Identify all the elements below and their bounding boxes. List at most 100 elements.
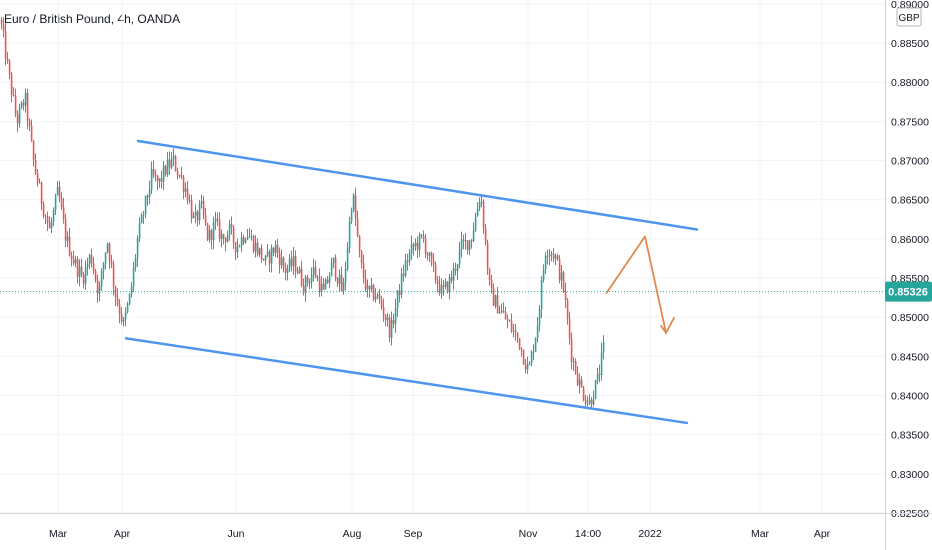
candle-body — [314, 267, 317, 278]
candle-body — [244, 239, 247, 243]
candle-body — [318, 277, 321, 293]
candle-body — [78, 266, 81, 277]
y-tick-label: 0.89000 — [891, 0, 929, 11]
candle-body — [194, 211, 197, 216]
candle-body — [88, 254, 91, 264]
candle-body — [290, 258, 293, 267]
candle-body — [412, 244, 415, 247]
candle-body — [592, 398, 595, 405]
candle-body — [6, 58, 9, 61]
candle-body — [300, 268, 303, 286]
y-tick-label: 0.86000 — [891, 234, 929, 246]
candle-body — [440, 285, 443, 294]
candle-body — [512, 330, 515, 332]
candle-body — [4, 31, 7, 59]
candle-body — [248, 236, 251, 238]
candle-body — [198, 203, 201, 221]
candle-body — [126, 304, 129, 313]
candle-body — [516, 332, 519, 339]
channel-upper-line[interactable] — [136, 139, 699, 231]
x-tick-label: Nov — [519, 528, 538, 540]
candle-body — [98, 286, 101, 294]
candle-body — [396, 290, 399, 309]
candle-body — [66, 236, 69, 241]
candle-body — [330, 262, 333, 277]
candle-body — [360, 251, 363, 264]
candle-body — [262, 259, 265, 261]
currency-badge[interactable] — [896, 7, 922, 27]
candle-body — [406, 260, 409, 262]
candle-body — [502, 310, 505, 313]
candle-body — [324, 279, 327, 290]
candle-body — [80, 266, 83, 275]
candle-body — [582, 387, 585, 400]
candle-body — [560, 272, 563, 281]
candle-body — [344, 268, 347, 282]
candle-body — [96, 279, 99, 294]
candle-body — [476, 208, 479, 217]
candle-body — [56, 186, 59, 196]
candle-body — [524, 364, 527, 370]
candle-body — [526, 364, 529, 370]
candle-body — [112, 264, 115, 287]
candle-body — [62, 207, 65, 219]
candle-body — [338, 274, 341, 284]
x-tick-label: Apr — [814, 528, 831, 540]
candle-body — [484, 228, 487, 243]
candle-body — [12, 95, 15, 97]
candle-body — [280, 257, 283, 266]
candle-body — [342, 281, 345, 291]
candle-body — [504, 312, 507, 320]
candle-body — [348, 221, 351, 248]
candle-body — [376, 294, 379, 297]
candle-body — [220, 234, 223, 239]
candle-body — [286, 268, 289, 273]
candle-body — [100, 271, 103, 287]
candle-body — [602, 342, 605, 352]
candle-body — [482, 201, 485, 229]
candle-body — [76, 259, 79, 277]
candle-body — [254, 242, 257, 252]
y-tick-label: 0.88500 — [891, 38, 929, 50]
x-tick-label: Sep — [404, 528, 423, 540]
candle-body — [222, 234, 225, 239]
candle-body — [522, 349, 525, 365]
candle-body — [306, 276, 309, 283]
candle-body — [352, 195, 355, 211]
candle-body — [302, 285, 305, 293]
candle-body — [200, 200, 203, 204]
x-tick-label: Mar — [49, 528, 68, 540]
candle-body — [508, 320, 511, 322]
candle-body — [178, 175, 181, 177]
candle-body — [20, 102, 23, 108]
candle-body — [590, 399, 593, 405]
grid — [0, 0, 885, 514]
y-tick-label: 0.87500 — [891, 116, 929, 128]
candle-body — [82, 274, 85, 284]
candle-body — [534, 337, 537, 352]
candle-body — [588, 399, 591, 404]
candle-body — [22, 102, 25, 106]
candle-body — [312, 267, 315, 275]
candle-body — [10, 73, 13, 96]
candle-body — [288, 258, 291, 269]
channel-lower-line[interactable] — [124, 337, 689, 425]
candle-body — [38, 182, 41, 184]
candle-body — [538, 309, 541, 326]
projection-path[interactable] — [605, 235, 667, 334]
candle-body — [500, 310, 503, 313]
candle-body — [366, 285, 369, 290]
candle-body — [464, 240, 467, 242]
y-tick-label: 0.88000 — [891, 77, 929, 89]
candle-body — [494, 295, 497, 306]
candle-body — [90, 254, 93, 264]
candle-body — [380, 299, 383, 308]
candle-body — [350, 210, 353, 222]
candle-body — [242, 237, 245, 243]
candle-body — [68, 236, 71, 256]
candle-body — [240, 237, 243, 246]
drawings — [0, 139, 885, 425]
candle-body — [428, 252, 431, 256]
